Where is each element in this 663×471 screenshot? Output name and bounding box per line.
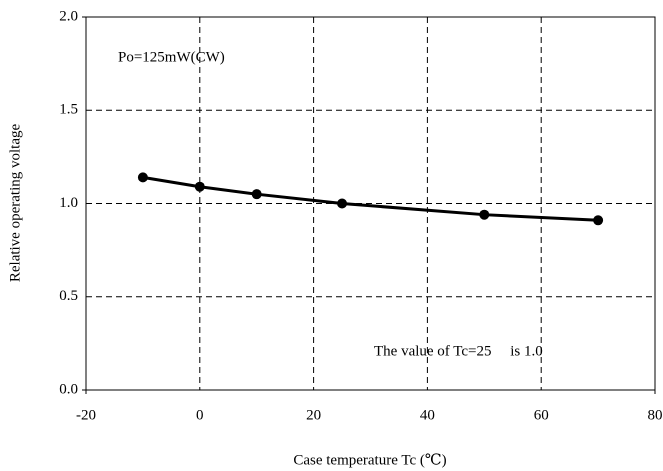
point: [337, 198, 348, 209]
y-tick-label: 0.0: [59, 381, 78, 397]
point: [251, 189, 262, 200]
y-tick-label: 1.5: [59, 102, 78, 118]
x-tick-label: -20: [76, 407, 96, 423]
x-tick-label: 80: [648, 407, 663, 423]
plot-area: [85, 16, 656, 391]
x-tick-label: 0: [196, 407, 204, 423]
y-tick-label: 2.0: [59, 8, 78, 24]
x-axis-label: Case temperature Tc (℃): [293, 452, 446, 468]
x-tick-label: 40: [420, 407, 435, 423]
x-tick-label: 20: [306, 407, 321, 423]
series-line: [142, 175, 599, 222]
point: [194, 181, 205, 192]
point: [593, 215, 604, 226]
point: [479, 209, 490, 220]
y-tick-label: 0.5: [59, 288, 78, 304]
y-tick-label: 1.0: [59, 195, 78, 211]
point: [137, 172, 148, 183]
annotation: Po=125mW(CW): [118, 49, 225, 65]
y-axis-label: Relative operating voltage: [7, 124, 23, 283]
annotation: The value of Tc=25 is 1.0: [374, 343, 543, 359]
x-tick-label: 60: [534, 407, 549, 423]
